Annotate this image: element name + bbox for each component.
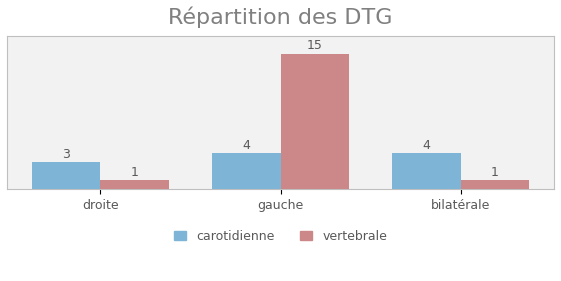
Text: 4: 4 xyxy=(422,139,430,152)
Text: 4: 4 xyxy=(242,139,250,152)
Bar xyxy=(32,162,100,189)
Legend: carotidienne, vertebrale: carotidienne, vertebrale xyxy=(169,225,392,248)
Bar xyxy=(461,180,529,189)
Bar xyxy=(392,153,461,189)
Text: 1: 1 xyxy=(491,166,499,179)
Text: 1: 1 xyxy=(131,166,139,179)
Bar xyxy=(100,180,169,189)
Bar xyxy=(212,153,280,189)
Bar xyxy=(280,54,349,189)
Text: 3: 3 xyxy=(62,148,70,161)
Title: Répartition des DTG: Répartition des DTG xyxy=(168,7,393,28)
Text: 15: 15 xyxy=(307,39,323,52)
